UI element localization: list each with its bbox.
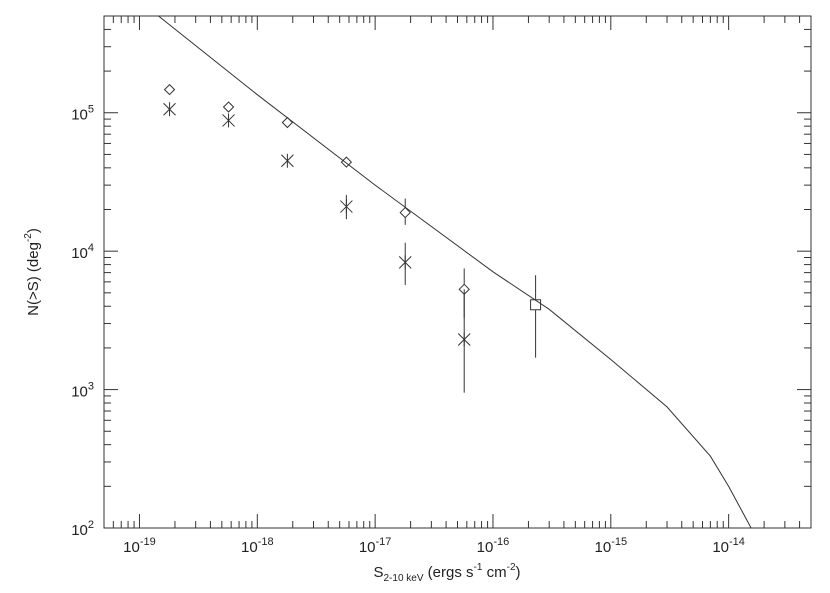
asterisk-point xyxy=(457,332,471,347)
asterisk-point xyxy=(398,255,412,270)
asterisk-point xyxy=(340,199,353,214)
axis-ticks xyxy=(103,15,812,529)
chart-marks xyxy=(158,15,752,529)
asterisk-point xyxy=(281,153,294,168)
square-point xyxy=(530,299,542,311)
x-tick-label: 10-18 xyxy=(241,536,274,556)
x-tick-label: 10-15 xyxy=(595,536,628,556)
y-tick-label: 105 xyxy=(71,104,94,124)
y-tick-label: 103 xyxy=(71,381,94,401)
model-curve xyxy=(158,15,752,529)
diamond-point xyxy=(222,101,235,113)
diamond-point xyxy=(163,83,176,96)
x-tick-label: 10-17 xyxy=(359,536,392,556)
x-tick-label: 10-19 xyxy=(123,536,156,556)
diamond-point xyxy=(399,206,411,219)
tick-labels: 10-19 10-18 10-17 10-16 10-15 10-14 102 103 104 1… xyxy=(71,104,745,556)
asterisk-point xyxy=(163,102,176,117)
x-axis-label: S2-10 keV (ergs s-1 cm-2) xyxy=(373,562,520,584)
diamond-point xyxy=(281,116,294,129)
x-tick-label: 10-16 xyxy=(477,536,510,556)
y-axis-label: N(>S) (deg-2) xyxy=(23,228,42,316)
y-tick-label: 104 xyxy=(71,242,94,262)
x-tick-label: 10-14 xyxy=(712,536,745,556)
asterisk-point xyxy=(222,113,235,128)
y-tick-label: 102 xyxy=(71,519,94,539)
plot-frame xyxy=(103,15,812,529)
